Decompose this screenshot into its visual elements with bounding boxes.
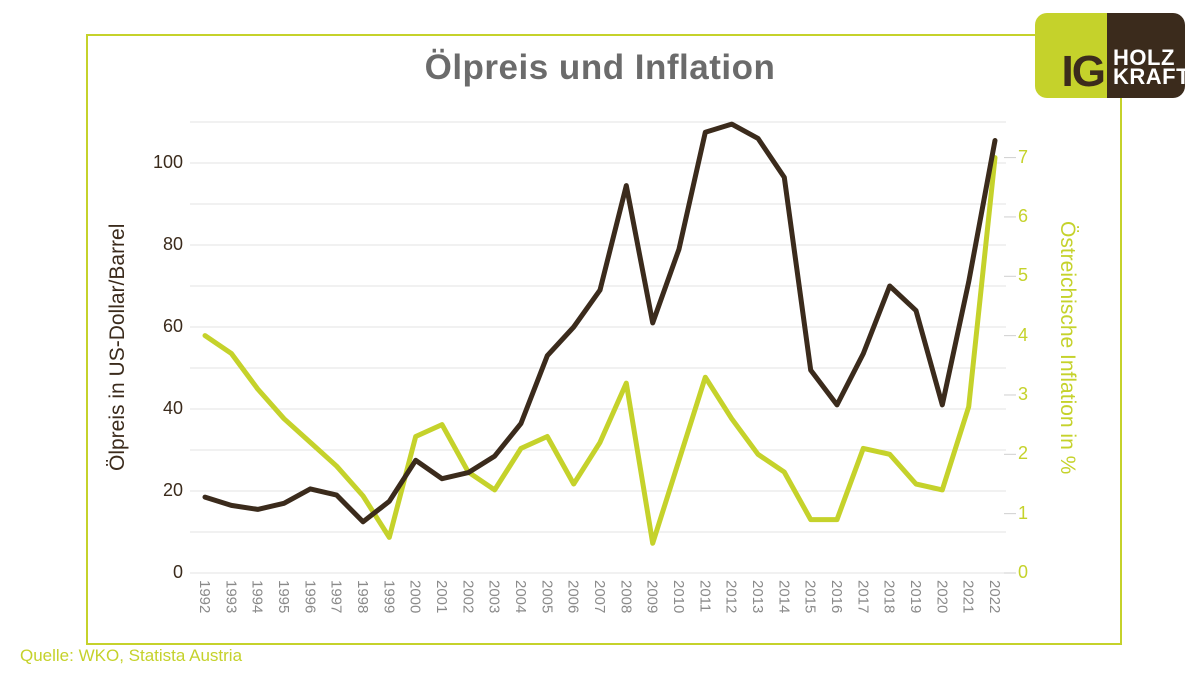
right-axis-tick-label: 2 [1018,443,1029,464]
x-axis-year-label: 2011 [696,580,714,613]
logo-ig-text: IG [1061,46,1106,96]
logo-ig-panel: IG [1035,13,1107,98]
x-axis-year-label: 1999 [380,580,398,614]
x-axis-year-label: 1993 [222,580,240,614]
x-axis-year-label: 2015 [801,580,819,614]
x-axis-year-label: 2006 [564,580,582,614]
x-axis-year-label: 2002 [459,580,477,614]
left-axis-tick-label: 60 [162,316,183,336]
x-axis-year-label: 2000 [406,580,424,614]
left-axis-tick-label: 100 [152,152,183,172]
x-axis-year-label: 2022 [985,580,1003,614]
right-axis-tick-label: 4 [1018,324,1029,345]
x-axis-year-label: 2014 [775,580,793,614]
right-axis-tick-label: 6 [1018,205,1029,226]
right-axis-tick-label: 7 [1018,146,1029,167]
x-axis-year-label: 2005 [538,580,556,614]
right-axis-title: Östreichische Inflation in % [1056,220,1079,475]
x-axis-year-label: 2020 [933,580,951,614]
x-axis-year-label: 2013 [748,580,766,614]
x-axis-year-label: 1995 [274,580,292,614]
x-axis-year-label: 1994 [248,580,266,614]
right-axis-tick-label: 0 [1018,562,1029,582]
x-axis-year-label: 2017 [854,580,872,614]
logo-kraft-text: KRAFT [1113,64,1185,90]
x-axis-year-label: 1996 [301,580,319,614]
x-axis-year-label: 2021 [959,580,977,614]
left-axis-tick-label: 80 [162,234,183,254]
logo-holzkraft-panel: HOLZ KRAFT [1107,13,1185,98]
x-axis-year-label: 2012 [722,580,740,614]
x-axis-year-label: 1997 [327,580,345,614]
left-axis-tick-label: 0 [172,562,183,582]
x-axis-year-label: 2018 [880,580,898,614]
left-axis-tick-label: 40 [162,398,183,418]
ig-holzkraft-logo: IG HOLZ KRAFT [1035,13,1185,98]
right-axis-tick-label: 1 [1018,502,1029,523]
logo-holz-text: HOLZ [1113,45,1175,71]
right-axis-tick-label: 5 [1018,265,1029,286]
source-note: Quelle: WKO, Statista Austria [20,646,243,665]
x-axis-year-label: 2001 [432,580,450,614]
x-axis-year-label: 2007 [590,580,608,614]
x-axis-year-label: 2019 [906,580,924,614]
inflation-line [202,155,998,546]
right-axis-tick-label: 3 [1018,383,1029,404]
x-axis-year-label: 2008 [617,580,635,614]
x-axis-year-label: 2004 [511,580,529,614]
oil-price-line [202,121,998,525]
chart-title: Ölpreis und Inflation [424,48,776,87]
x-axis-year-label: 1992 [196,580,213,614]
left-axis-tick-label: 20 [162,480,183,500]
x-axis-year-label: 2016 [827,580,845,614]
x-axis-year-label: 1998 [353,580,371,614]
x-axis-year-label: 2009 [643,580,661,614]
x-axis-year-label: 2010 [669,580,687,614]
x-axis-year-label: 2003 [485,580,503,614]
chart-frame-border [86,34,1122,645]
